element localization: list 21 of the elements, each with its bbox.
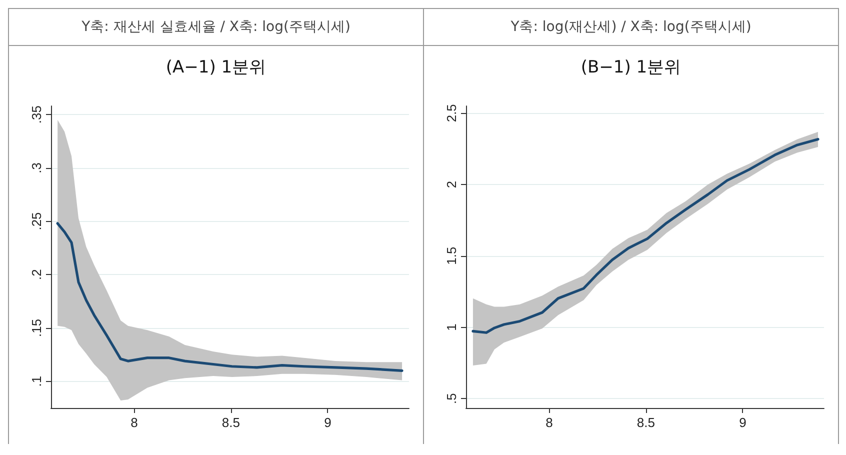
x-tick-label: 8 xyxy=(546,415,553,430)
y-tick-label: .15 xyxy=(29,318,44,338)
y-tick-label: .3 xyxy=(29,162,44,174)
y-tick-label: 1 xyxy=(444,324,459,331)
x-tick-label: 9 xyxy=(739,415,746,430)
y-tick-label: .25 xyxy=(29,212,44,230)
y-tick-label: 2.5 xyxy=(444,104,459,122)
x-tick-label: 8.5 xyxy=(222,415,240,430)
x-tick-label: 8 xyxy=(130,415,138,430)
chart-title: (A−1) 1분위 xyxy=(166,58,266,78)
y-tick-label: .5 xyxy=(444,393,459,404)
text: Y축: log(재산세) / X축: log(주택시세) xyxy=(510,19,752,35)
y-tick-label: .35 xyxy=(29,106,44,124)
x-tick-label: 8.5 xyxy=(636,415,656,430)
chart-title: (B−1) 1분위 xyxy=(580,58,682,78)
y-tick-label: 2 xyxy=(444,180,459,188)
text: Y축: 재산세 실효세율 / X축: log(주택시세) xyxy=(82,19,350,35)
x-tick-label: 9 xyxy=(324,415,332,430)
y-tick-label: 1.5 xyxy=(444,246,459,265)
y-tick-label: .1 xyxy=(29,376,44,387)
y-tick-label: .2 xyxy=(29,269,44,280)
